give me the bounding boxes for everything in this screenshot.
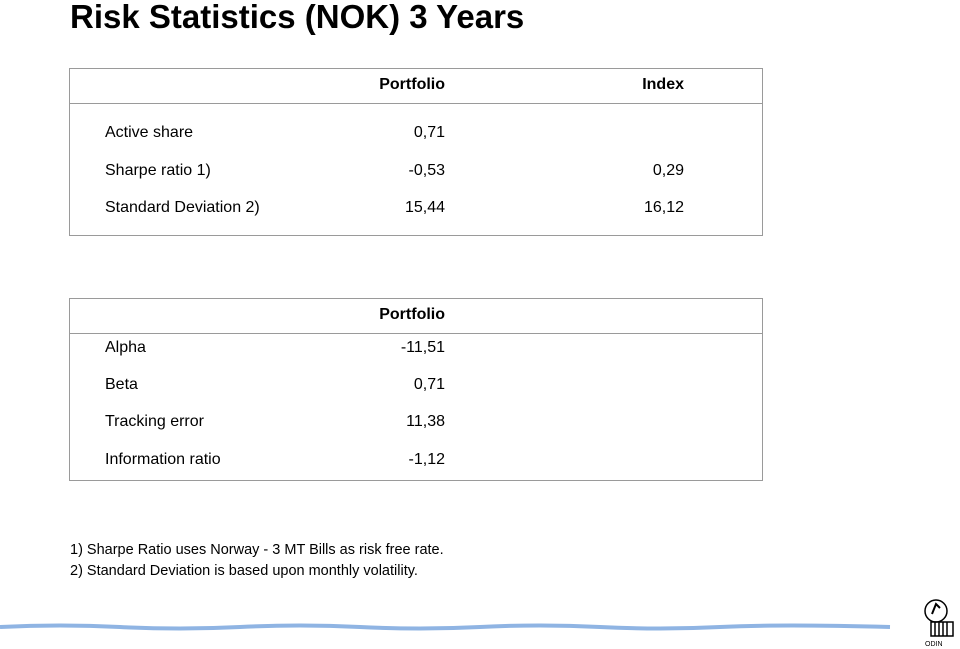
cell-value: -1,12: [408, 451, 445, 468]
logo-figure: [931, 602, 941, 615]
title: Risk Statistics (NOK) 3 Years: [70, 0, 525, 35]
row-label: Tracking error: [105, 413, 204, 430]
row-label: Information ratio: [105, 451, 221, 468]
row-label: Standard Deviation 2): [105, 199, 260, 216]
row-label: Beta: [105, 376, 138, 393]
cell-value: -0,53: [408, 162, 445, 179]
cell-value: 15,44: [404, 199, 445, 216]
footnote: 1) Sharpe Ratio uses Norway - 3 MT Bills…: [70, 542, 444, 558]
cell-value: 0,29: [652, 162, 684, 179]
column-header: Index: [642, 76, 684, 93]
cell-value: 16,12: [643, 199, 684, 216]
logo-circle: [924, 599, 948, 623]
column-header: Portfolio: [379, 76, 445, 93]
column-header: Portfolio: [379, 306, 445, 323]
logo-text: ODIN: [925, 641, 943, 648]
footnote: 2) Standard Deviation is based upon mont…: [70, 563, 418, 579]
footer-decoration: ODIN: [0, 621, 954, 648]
header-divider: [70, 333, 762, 334]
row-label: Alpha: [105, 339, 146, 356]
cell-value: 11,38: [406, 413, 445, 430]
logo-mark: [924, 599, 948, 623]
wave-line: [0, 623, 891, 631]
header-divider: [70, 103, 762, 104]
regression-table: Portfolio Alpha -11,51 Beta 0,71 Tracking err…: [69, 298, 763, 481]
row-label: Active share: [105, 124, 194, 141]
cell-value: 0,71: [413, 124, 445, 141]
row-label: Sharpe ratio 1): [105, 162, 211, 179]
risk-table: Portfolio Index Active share 0,71 Sharpe rat…: [69, 68, 763, 236]
cell-value: -11,51: [400, 339, 445, 356]
cell-value: 0,71: [413, 376, 445, 393]
logo: [930, 621, 954, 637]
